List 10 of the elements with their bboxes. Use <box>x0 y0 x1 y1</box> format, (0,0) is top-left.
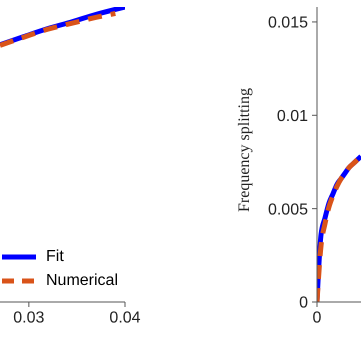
y-tick-label: 0.005 <box>268 201 308 218</box>
y-axis-title: Frequency splitting <box>236 88 254 212</box>
x-tick-label: 0.04 <box>109 309 141 326</box>
legend-label: Numerical <box>46 272 118 290</box>
x-tick-label: 0.03 <box>13 309 45 326</box>
y-tick-label: 0.015 <box>268 14 308 32</box>
y-tick-label: 0 <box>299 294 308 312</box>
y-tick-label: 0.01 <box>276 108 308 125</box>
legend-label: Fit <box>46 248 64 266</box>
x-tick-label: 0 <box>312 309 322 326</box>
